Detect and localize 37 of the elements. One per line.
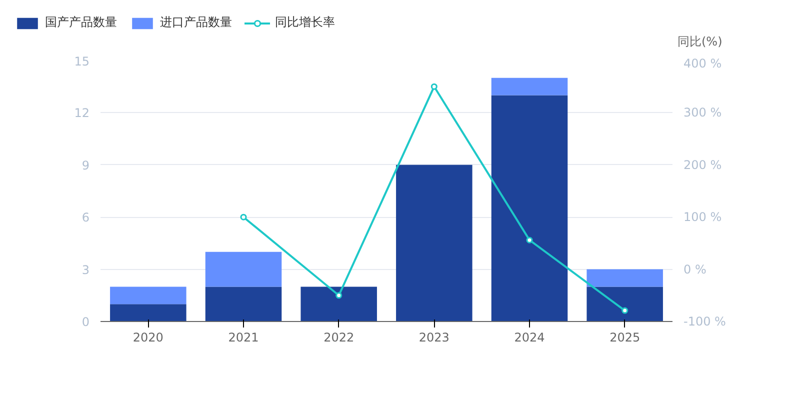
bar (396, 164, 472, 322)
y2-tick-label: 100 % (684, 210, 722, 224)
bar (205, 286, 282, 322)
bar (300, 286, 377, 322)
y-tick-label: 6 (82, 210, 90, 225)
legend-label: 同比增长率 (275, 14, 335, 31)
y-tick-label: 3 (82, 262, 90, 277)
x-tick-label: 2021 (228, 330, 259, 344)
point (430, 83, 438, 90)
y2-tick-label: 400 % (684, 56, 722, 70)
y2-tick-label: -100 % (684, 314, 726, 328)
y2-axis-title: 同比(%) (678, 34, 722, 48)
x-tick-label: 2022 (324, 330, 354, 344)
bar (491, 78, 568, 96)
bar (110, 304, 186, 322)
x-tick-label: 2023 (418, 330, 450, 344)
bar (205, 252, 282, 287)
point (240, 214, 247, 220)
legend-label: 进口产品数量 (160, 14, 232, 31)
y-tick-label: 12 (74, 106, 90, 120)
y-tick-label: 9 (82, 158, 90, 172)
bar (491, 95, 568, 322)
point (622, 307, 628, 314)
y2-tick-label: 0 % (684, 262, 706, 276)
bar (586, 269, 663, 287)
y2-tick-label: 200 % (684, 158, 722, 172)
legend-label: 国产产品数量 (45, 14, 117, 31)
point (336, 292, 342, 299)
point (526, 236, 533, 244)
x-tick-label: 2020 (132, 330, 164, 344)
y-tick-label: 0 (82, 315, 90, 329)
y2-tick-label: 300 % (684, 106, 722, 120)
bar (586, 286, 663, 322)
y-tick-label: 15 (74, 54, 90, 68)
x-tick-label: 2025 (610, 330, 640, 344)
bar (110, 286, 186, 304)
x-tick-label: 2024 (514, 330, 545, 344)
